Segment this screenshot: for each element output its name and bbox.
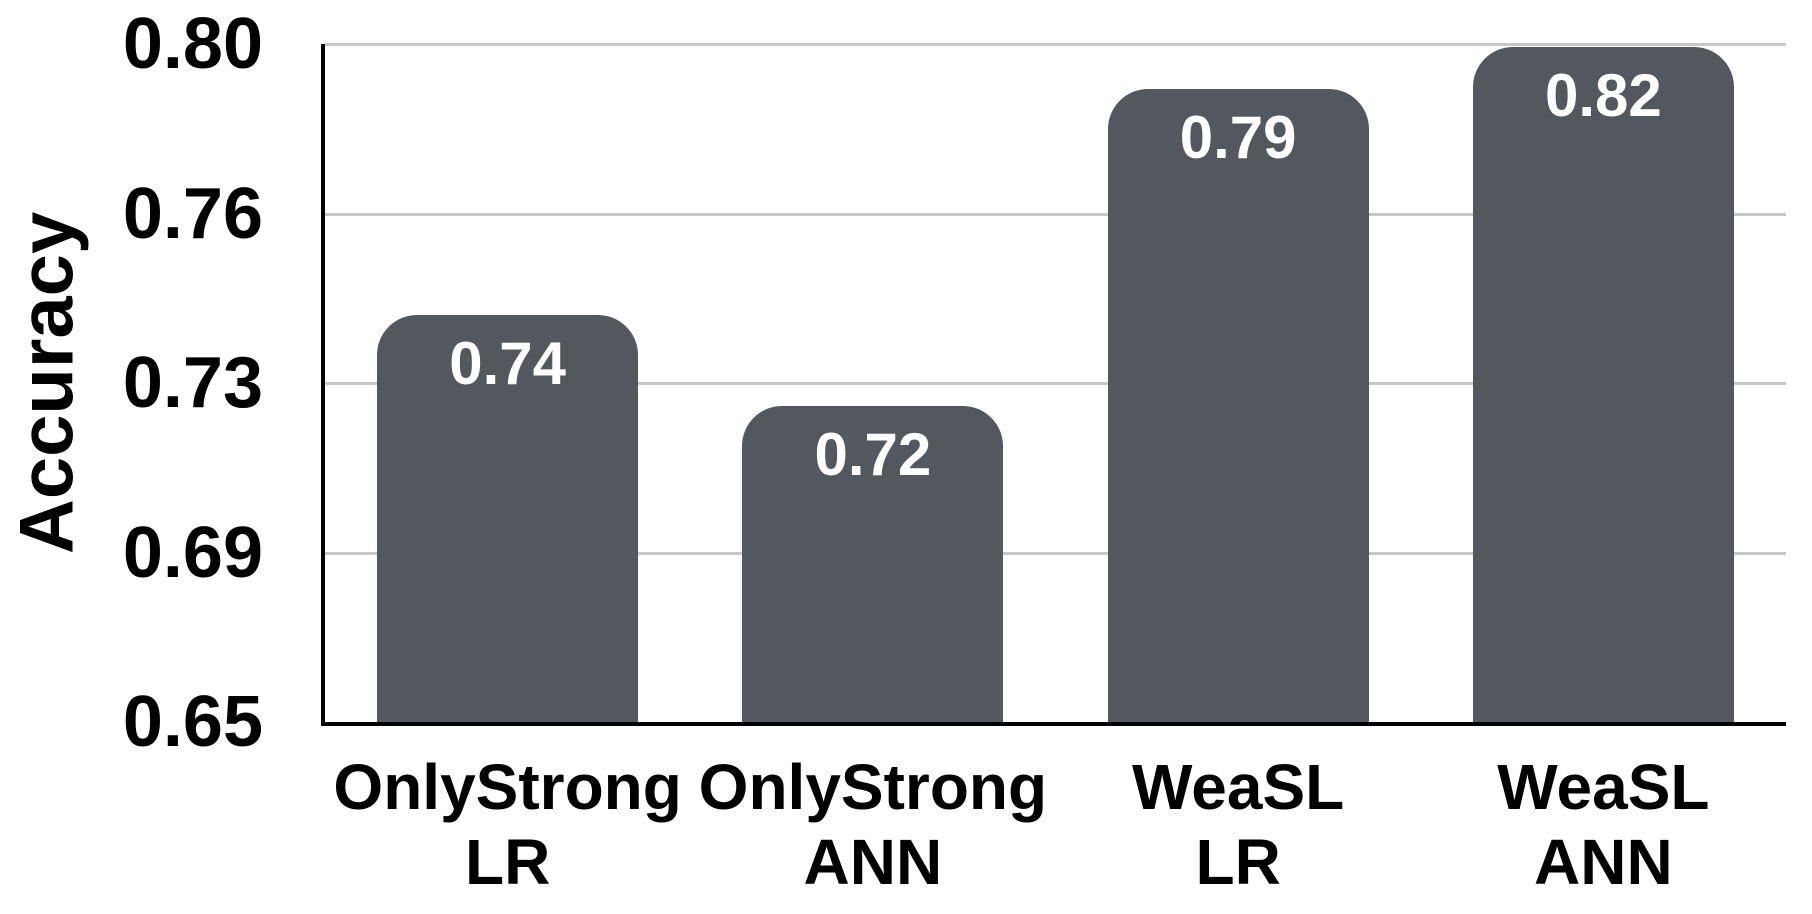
bar-value-label: 0.79 <box>1179 104 1297 172</box>
x-tick-label-line: ANN <box>1534 826 1673 898</box>
x-tick-label-weasl-lr: WeaSL LR <box>1056 750 1421 900</box>
x-tick-label-line: LR <box>1195 826 1281 898</box>
x-tick-label-line: WeaSL <box>1132 751 1345 823</box>
gridline <box>325 551 1786 555</box>
y-axis-tick-labels: 0.80 0.76 0.73 0.69 0.65 <box>0 8 263 758</box>
x-tick-label-line: LR <box>464 826 551 898</box>
bar-value-label: 0.72 <box>814 420 932 488</box>
x-tick-label-onlystrong-lr: OnlyStrong LR <box>325 750 690 900</box>
y-tick-label: 0.69 <box>122 512 263 593</box>
bar: 0.79 <box>1107 89 1369 722</box>
plot-area: 0.74 0.72 0.79 0.82 <box>321 43 1786 726</box>
bar-slot-onlystrong-lr: 0.74 <box>325 44 690 722</box>
bar: 0.72 <box>742 405 1004 722</box>
bar-value-label: 0.82 <box>1544 62 1662 130</box>
bar-slot-weasl-lr: 0.79 <box>1056 44 1421 722</box>
x-tick-label-weasl-ann: WeaSL ANN <box>1421 750 1786 900</box>
y-tick-label: 0.80 <box>122 4 263 84</box>
y-tick-label: 0.76 <box>122 173 263 254</box>
bars-group: 0.74 0.72 0.79 0.82 <box>325 44 1786 722</box>
gridline <box>325 43 1786 46</box>
x-tick-label-line: OnlyStrong <box>698 751 1048 823</box>
bar-slot-weasl-ann: 0.82 <box>1421 44 1786 722</box>
x-tick-label-line: OnlyStrong <box>333 751 682 823</box>
x-tick-label-line: ANN <box>803 826 943 898</box>
y-tick-label: 0.65 <box>122 682 263 762</box>
bar: 0.82 <box>1472 47 1734 722</box>
bar: 0.74 <box>377 315 639 722</box>
bar-value-label: 0.74 <box>449 330 567 398</box>
x-tick-label-onlystrong-ann: OnlyStrong ANN <box>690 750 1055 900</box>
x-tick-label-line: WeaSL <box>1497 751 1710 823</box>
gridline <box>325 212 1786 216</box>
bar-slot-onlystrong-ann: 0.72 <box>690 44 1055 722</box>
x-axis-tick-labels: OnlyStrong LR OnlyStrong ANN WeaSL LR We… <box>325 750 1786 900</box>
gridline <box>325 382 1786 385</box>
y-tick-label: 0.73 <box>122 343 263 423</box>
